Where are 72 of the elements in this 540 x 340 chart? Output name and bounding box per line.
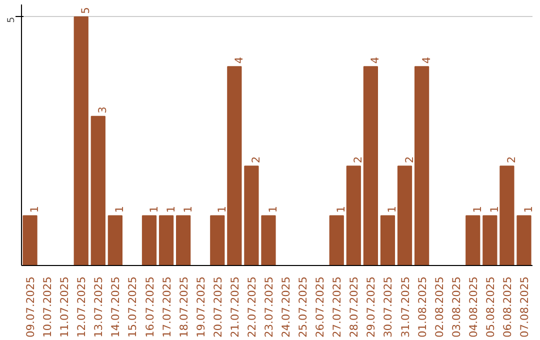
x-tick-label: 22.07.2025 [245,276,258,338]
x-tick-label: 02.08.2025 [432,276,446,338]
data-label: 1 [334,206,348,213]
x-tick-label: 19.07.2025 [194,276,208,338]
bar [516,215,532,266]
bar [158,215,174,266]
data-label: 2 [504,156,518,164]
bar [414,66,430,266]
x-tick-label: 21.07.2025 [228,276,242,338]
x-tick-label: 05.08.2025 [484,276,497,338]
x-tick-label: 23.07.2025 [262,276,276,338]
bar [363,66,378,266]
bar [466,215,480,266]
x-tick-label: 15.07.2025 [126,276,140,338]
data-label: 2 [352,156,365,164]
data-label: 3 [96,106,110,114]
bar [329,215,344,266]
x-tick-label: 16.07.2025 [143,276,156,338]
x-tick-label: 09.07.2025 [24,276,38,338]
bar [176,215,191,266]
data-label: 4 [232,56,246,64]
x-tick-label: 20.07.2025 [211,276,224,338]
bar [346,166,361,266]
data-label: 1 [28,206,42,213]
bar [142,215,157,266]
x-tick-label: 10.07.2025 [41,276,54,338]
bar [261,215,276,266]
bar [482,215,498,266]
bar [74,16,88,266]
data-label: 1 [147,206,160,213]
bar [210,215,225,266]
x-tick-label: 06.08.2025 [500,276,514,338]
data-label: 2 [249,156,262,164]
data-label: 1 [522,206,535,213]
x-tick-label: 13.07.2025 [92,276,106,338]
data-label: 1 [113,206,126,213]
data-label: 1 [488,206,501,213]
x-tick-label: 24.07.2025 [280,276,293,338]
x-tick-label: 01.08.2025 [416,276,429,338]
bar [244,166,259,266]
x-tick-label: 14.07.2025 [109,276,122,338]
x-tick-label: 04.08.2025 [466,276,480,338]
data-label: 1 [470,206,484,213]
data-label: 5 [79,7,92,14]
x-tick-label: 11.07.2025 [58,276,72,338]
data-label: 4 [420,56,433,64]
x-tick-label: 29.07.2025 [364,276,378,338]
data-label: 1 [266,206,280,213]
bar [90,116,106,266]
bar [380,215,396,266]
x-tick-label: 25.07.2025 [296,276,310,338]
x-tick-label: 30.07.2025 [382,276,395,338]
data-label: 1 [181,206,194,213]
x-tick-label: 28.07.2025 [348,276,361,338]
x-tick-label: 18.07.2025 [177,276,190,338]
data-label: 1 [164,206,178,213]
x-tick-label: 26.07.2025 [314,276,327,338]
bar [500,166,514,266]
data-label: 4 [368,56,382,64]
x-tick-label: 17.07.2025 [160,276,174,338]
x-tick-label: 27.07.2025 [330,276,344,338]
data-label: 1 [215,206,228,213]
x-tick-label: 12.07.2025 [75,276,88,338]
bar [108,215,122,266]
x-tick-label: 03.08.2025 [450,276,463,338]
data-label: 1 [386,206,399,213]
bar [397,166,412,266]
x-tick-label: 07.08.2025 [518,276,531,338]
bar [227,66,242,266]
x-tick-label: 31.07.2025 [398,276,412,338]
data-label: 2 [402,156,416,164]
bar [22,215,38,266]
